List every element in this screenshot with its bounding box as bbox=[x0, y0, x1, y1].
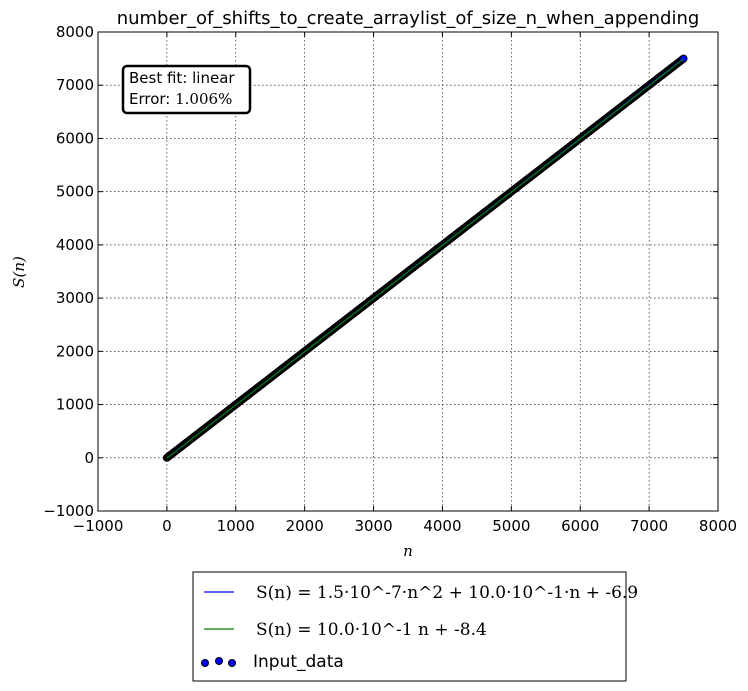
y-tick-label: 2000 bbox=[56, 342, 94, 360]
legend-label-quadratic-fit: S(n) = 1.5·10^-7·n^2 + 10.0·10^-1·n + -6… bbox=[256, 583, 638, 603]
legend: S(n) = 1.5·10^-7·n^2 + 10.0·10^-1·n + -6… bbox=[192, 571, 638, 682]
legend-label-linear-fit: S(n) = 10.0·10^-1 n + -8.4 bbox=[256, 620, 487, 640]
annotation-line-2: Error: 1.006% bbox=[129, 90, 232, 108]
x-axis-label: n bbox=[403, 542, 413, 560]
tick-marks bbox=[97, 31, 719, 512]
linear-fit-line bbox=[166, 58, 684, 459]
y-tick-label: 8000 bbox=[56, 23, 94, 41]
y-tick-label: 7000 bbox=[56, 76, 94, 94]
annotation-error-label: Error: bbox=[129, 90, 175, 108]
x-tick-label: 0 bbox=[162, 517, 172, 535]
data-layer bbox=[162, 54, 688, 462]
tick-labels: −1000 0 1000 2000 3000 4000 5000 6000 7000 8000 −1… bbox=[43, 23, 737, 535]
x-tick-label: 8000 bbox=[699, 517, 737, 535]
x-tick-label: 7000 bbox=[630, 517, 668, 535]
x-tick-label: 3000 bbox=[354, 517, 392, 535]
x-tick-label: 5000 bbox=[492, 517, 530, 535]
annotation-error-value: 1.006% bbox=[175, 90, 232, 108]
legend-marker bbox=[201, 659, 209, 667]
legend-marker bbox=[228, 659, 236, 667]
y-tick-label: −1000 bbox=[43, 502, 94, 520]
legend-label-input-data: Input_data bbox=[253, 652, 344, 672]
chart-title: number_of_shifts_to_create_arraylist_of_… bbox=[117, 8, 700, 29]
annotation-frame bbox=[121, 64, 252, 115]
y-tick-label: 5000 bbox=[56, 183, 94, 201]
fit-annotation-box: Best fit: linear Error: 1.006% bbox=[121, 64, 252, 115]
annotation-line-1: Best fit: linear bbox=[129, 69, 235, 87]
x-tick-label: 6000 bbox=[561, 517, 599, 535]
legend-marker bbox=[215, 657, 223, 665]
y-tick-label: 0 bbox=[84, 449, 94, 467]
legend-swatch-input-data bbox=[201, 657, 236, 667]
y-tick-label: 6000 bbox=[56, 129, 94, 147]
x-tick-label: 4000 bbox=[423, 517, 461, 535]
y-tick-label: 1000 bbox=[56, 396, 94, 414]
x-tick-label: 2000 bbox=[286, 517, 324, 535]
x-tick-label: −1000 bbox=[73, 517, 124, 535]
plot-area-frame bbox=[97, 31, 719, 512]
legend-frame bbox=[192, 571, 627, 682]
y-tick-label: 3000 bbox=[56, 289, 94, 307]
y-tick-label: 4000 bbox=[56, 236, 94, 254]
x-tick-label: 1000 bbox=[217, 517, 255, 535]
y-axis-label: S(n) bbox=[10, 256, 28, 288]
